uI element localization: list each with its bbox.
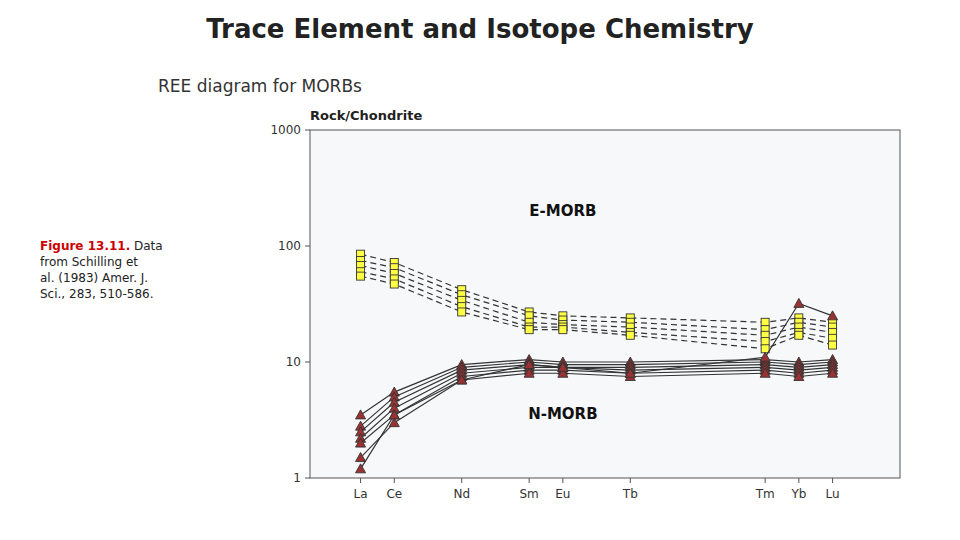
data-point <box>356 438 366 447</box>
x-tick <box>630 478 631 483</box>
chart: Trace Element and Isotope Chemistry REE d… <box>0 0 960 540</box>
x-tick-label: Yb <box>790 487 806 501</box>
data-point <box>558 362 568 371</box>
y-tick-label: 10 <box>286 355 301 369</box>
caption-text: Data <box>130 239 162 253</box>
data-point <box>559 326 567 334</box>
series-line <box>361 370 833 443</box>
data-point <box>761 318 769 326</box>
y-axis-label: Rock/Chondrite <box>310 108 422 123</box>
x-tick-label: Tb <box>622 487 638 501</box>
data-point <box>389 410 399 419</box>
data-point <box>625 368 635 377</box>
data-layer <box>356 250 838 473</box>
caption: Figure 13.11. Data from Schilling et al. (… <box>40 239 163 301</box>
data-point <box>760 352 770 361</box>
subtitle: REE diagram for MORBs <box>158 76 362 96</box>
data-point <box>524 360 534 369</box>
y-tick-label: 1 <box>293 471 301 485</box>
x-tick-label: Lu <box>826 487 840 501</box>
y-tick-label: 1000 <box>270 123 301 137</box>
x-tick <box>562 478 563 483</box>
x-tick-label: Ce <box>386 487 402 501</box>
y-tick <box>305 478 310 479</box>
data-point <box>828 311 838 320</box>
data-point <box>760 368 770 377</box>
y-tick <box>305 362 310 363</box>
caption-text: from Schilling et <box>40 255 138 269</box>
data-point <box>794 298 804 307</box>
data-point <box>524 368 534 377</box>
data-point <box>457 375 467 384</box>
x-tick <box>360 478 361 483</box>
x-tick-label: Nd <box>453 487 470 501</box>
caption-text: al. (1983) Amer. J. <box>40 271 148 285</box>
y-axis: 1 10 100 1000 <box>270 123 310 485</box>
x-tick-label: Sm <box>519 487 538 501</box>
data-point <box>525 326 533 334</box>
x-tick-label: Eu <box>555 487 570 501</box>
data-point <box>795 331 803 339</box>
data-point <box>828 368 838 377</box>
y-tick <box>305 130 310 131</box>
x-tick <box>394 478 395 483</box>
series-line <box>361 265 833 335</box>
data-point <box>458 308 466 316</box>
x-tick-label: Tm <box>755 487 775 501</box>
series-line <box>361 272 833 342</box>
data-point <box>389 410 399 419</box>
series-line <box>361 367 833 438</box>
annotation: E-MORB <box>529 202 596 220</box>
data-point <box>829 341 837 349</box>
x-tick <box>765 478 766 483</box>
data-point <box>356 464 366 473</box>
annotation: N-MORB <box>528 405 597 423</box>
caption-text: Figure 13.11. <box>40 239 130 253</box>
title: Trace Element and Isotope Chemistry <box>206 14 754 44</box>
series-line <box>361 303 833 468</box>
x-tick <box>798 478 799 483</box>
data-point <box>357 272 365 280</box>
x-tick-label: La <box>354 487 368 501</box>
x-tick <box>529 478 530 483</box>
x-axis: La Ce Nd Sm Eu Tb Tm Yb Lu <box>354 478 840 501</box>
data-point <box>524 360 534 369</box>
series-line <box>361 276 833 349</box>
y-tick <box>305 246 310 247</box>
x-tick <box>832 478 833 483</box>
plot-frame <box>310 130 900 478</box>
data-point <box>390 280 398 288</box>
x-tick <box>461 478 462 483</box>
y-tick-label: 100 <box>278 239 301 253</box>
data-point <box>356 410 366 419</box>
plot-area <box>310 130 900 478</box>
series-line <box>361 260 833 329</box>
data-point <box>356 453 366 462</box>
data-point <box>626 331 634 339</box>
data-point <box>794 371 804 380</box>
series-line <box>361 373 833 457</box>
caption-text: Sci., 283, 510-586. <box>40 287 153 301</box>
